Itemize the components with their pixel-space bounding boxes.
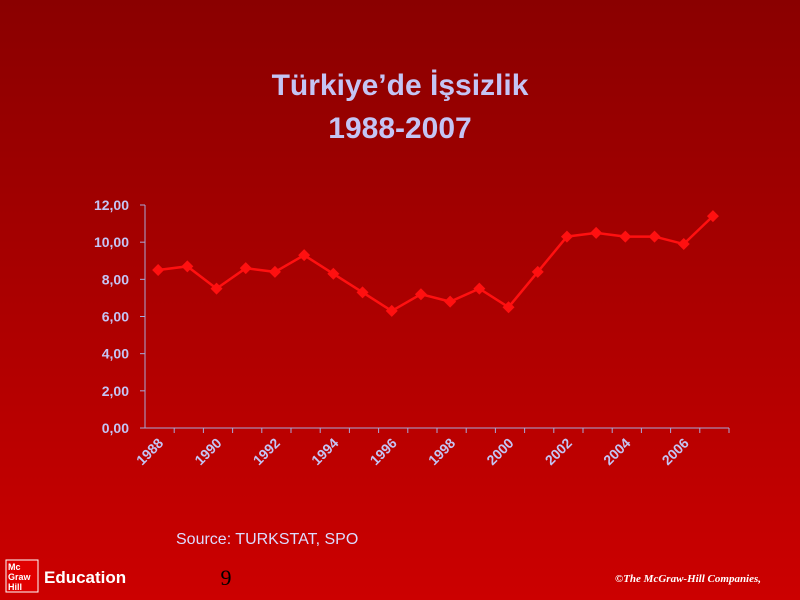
data-marker [502, 301, 515, 314]
data-marker [560, 230, 573, 243]
chart-title: Türkiye’de İşsizlik [272, 69, 529, 102]
data-marker [327, 267, 340, 280]
y-tick-label: 8,00 [102, 271, 129, 287]
data-marker [268, 265, 281, 278]
data-marker [677, 238, 690, 251]
page-number: 9 [221, 565, 232, 590]
data-marker [706, 210, 719, 223]
copyright: ©The McGraw-Hill Companies, [615, 573, 761, 585]
data-marker [531, 265, 544, 278]
data-marker [152, 264, 165, 277]
y-tick-label: 10,00 [94, 234, 129, 250]
data-marker [181, 260, 194, 273]
logo-text: Hill [8, 582, 22, 592]
logo-text: Graw [8, 572, 32, 582]
y-tick-label: 0,00 [102, 420, 129, 436]
source-note: Source: TURKSTAT, SPO [176, 531, 358, 548]
data-marker [210, 282, 223, 295]
y-tick-label: 6,00 [102, 309, 129, 325]
y-tick-label: 4,00 [102, 346, 129, 362]
data-marker [414, 288, 427, 301]
data-marker [385, 304, 398, 317]
chart-subtitle: 1988-2007 [328, 112, 471, 145]
data-marker [619, 230, 632, 243]
y-tick-label: 2,00 [102, 383, 129, 399]
data-marker [648, 230, 661, 243]
data-marker [444, 295, 457, 308]
data-marker [356, 286, 369, 299]
data-marker [298, 249, 311, 262]
logo-box [5, 559, 39, 593]
data-marker [473, 282, 486, 295]
logo-brand: Education [44, 568, 126, 587]
y-tick-label: 12,00 [94, 197, 129, 213]
data-marker [239, 262, 252, 275]
data-marker [590, 226, 603, 239]
logo-text: Mc [8, 562, 21, 572]
